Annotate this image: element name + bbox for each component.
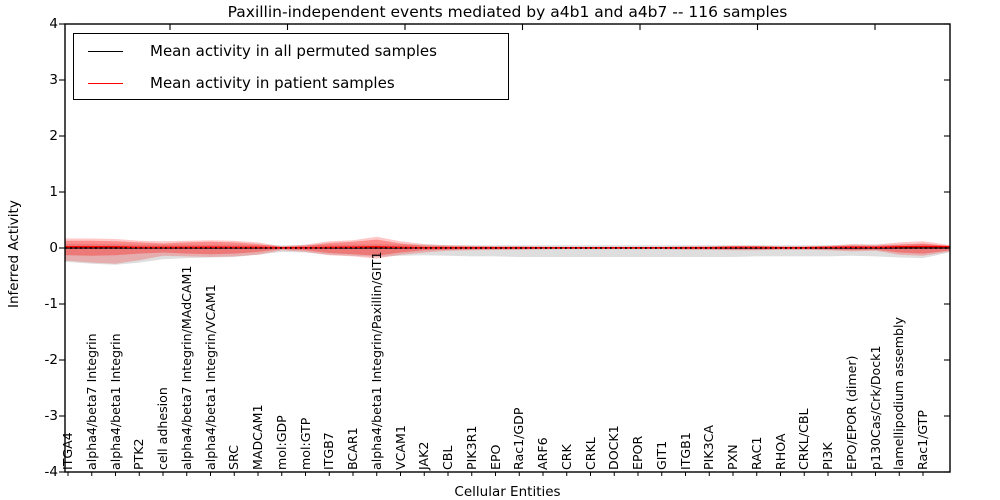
x-tick-label: EPO/EPOR (dimer): [843, 355, 859, 470]
x-tick-label: alpha4/beta7 Integrin/MAdCAM1: [178, 265, 194, 470]
permuted-line-swatch: [88, 50, 123, 52]
x-tick-label: cell adhesion: [155, 387, 170, 470]
x-tick-label: CRK: [558, 444, 574, 470]
y-tick-label: -1: [44, 296, 58, 312]
x-tick-label: lamellipodium assembly: [891, 317, 907, 470]
x-tick-label: GIT1: [653, 440, 669, 470]
x-tick-label: JAK2: [416, 441, 432, 470]
x-tick-label: mol:GDP: [273, 415, 289, 470]
x-tick-label: alpha4/beta1 Integrin/Paxillin/GIT1: [368, 251, 384, 470]
x-tick-label: PXN: [725, 444, 740, 470]
y-tick-label: -2: [44, 352, 58, 368]
y-tick-label: -4: [44, 464, 58, 480]
x-tick-label: SRC: [226, 445, 242, 470]
x-tick-label: mol:GTP: [297, 417, 313, 470]
x-tick-label: ITGA4: [60, 432, 75, 470]
x-tick-label: alpha4/beta1 Integrin: [107, 333, 123, 470]
x-tick-label: DOCK1: [606, 425, 622, 470]
x-tick-label: ITGB7: [321, 432, 337, 470]
x-tick-label: BCAR1: [345, 427, 360, 470]
x-tick-label: CRKL/CBL: [796, 408, 812, 470]
x-tick-label: EPOR: [630, 435, 645, 470]
x-tick-label: alpha4/beta7 Integrin: [83, 333, 99, 470]
legend-item-patient: Mean activity in patient samples: [74, 68, 508, 98]
x-tick-label: VCAM1: [392, 425, 408, 470]
x-tick-label: p130Cas/Crk/Dock1: [867, 345, 883, 471]
y-tick-label: 2: [49, 128, 58, 144]
legend-item-permuted: Mean activity in all permuted samples: [74, 36, 508, 66]
x-tick-label: MADCAM1: [250, 404, 265, 470]
x-tick-label: RAC1: [748, 436, 764, 470]
x-axis-title: Cellular Entities: [454, 484, 561, 500]
x-tick-label: Rac1/GDP: [511, 407, 527, 470]
x-tick-label: CBL: [440, 445, 455, 470]
y-axis-title: Inferred Activity: [6, 200, 22, 308]
chart-title: Paxillin-independent events mediated by …: [227, 3, 788, 21]
x-tick-label: RHOA: [772, 433, 788, 470]
y-tick-label: 3: [49, 72, 58, 88]
legend: Mean activity in all permuted samples Me…: [73, 33, 509, 100]
x-tick-label: PIK3CA: [701, 425, 717, 470]
x-tick-label: alpha4/beta1 Integrin/VCAM1: [202, 284, 218, 470]
y-tick-label: 0: [49, 240, 58, 256]
patient-line-swatch: [88, 82, 123, 84]
x-tick-label: EPO: [487, 444, 503, 470]
x-tick-label: Rac1/GTP: [915, 410, 930, 470]
x-tick-label: CRKL: [582, 437, 598, 470]
legend-label: Mean activity in patient samples: [150, 74, 395, 92]
legend-label: Mean activity in all permuted samples: [150, 42, 437, 60]
x-tick-label: PIK3R1: [463, 425, 479, 470]
x-tick-label: PTK2: [131, 438, 147, 470]
x-tick-label: ARF6: [535, 437, 550, 470]
y-tick-label: 1: [49, 184, 58, 200]
y-tick-label: -3: [44, 408, 58, 424]
x-tick-label: PI3K: [820, 442, 835, 470]
x-tick-label: ITGB1: [677, 432, 693, 470]
y-tick-label: 4: [49, 16, 58, 32]
